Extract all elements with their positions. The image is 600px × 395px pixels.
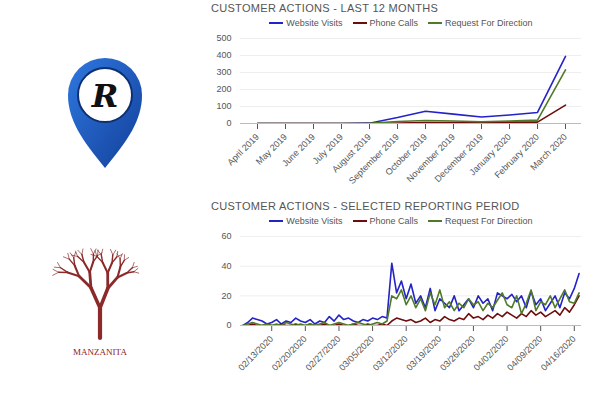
svg-text:02/27/2020: 02/27/2020	[303, 334, 342, 373]
svg-text:July 2019: July 2019	[310, 131, 345, 166]
html-text:Phone Calls: Phone Calls	[369, 216, 419, 226]
svg-text:MANZANITA: MANZANITA	[73, 347, 127, 357]
svg-text:December 2019: December 2019	[433, 132, 485, 184]
svg-text:March 2020: March 2020	[528, 132, 569, 173]
svg-text:September 2019: September 2019	[347, 132, 401, 186]
svg-text:02/13/2020: 02/13/2020	[236, 334, 275, 373]
svg-text:02/20/2020: 02/20/2020	[270, 334, 309, 373]
html-text:Website Visits: Website Visits	[286, 18, 343, 28]
svg-text:January 2020: January 2020	[467, 131, 513, 178]
html-text:CUSTOMER ACTIONS - SELECTED RE: CUSTOMER ACTIONS - SELECTED REPORTING PE…	[211, 200, 520, 212]
svg-text:03/05/2020: 03/05/2020	[337, 334, 376, 373]
html-text:Phone Calls: Phone Calls	[369, 18, 419, 28]
svg-text:0: 0	[226, 118, 231, 128]
svg-text:400: 400	[216, 50, 231, 60]
html-text:Request For Direction: Request For Direction	[445, 216, 533, 226]
svg-text:August 2019: August 2019	[330, 131, 373, 175]
svg-text:300: 300	[216, 67, 231, 77]
svg-text:04/09/2020: 04/09/2020	[505, 334, 544, 373]
svg-text:03/26/2020: 03/26/2020	[438, 334, 477, 373]
html-text:CUSTOMER ACTIONS - LAST 12 MON: CUSTOMER ACTIONS - LAST 12 MONTHS	[211, 2, 439, 14]
svg-text:20: 20	[221, 291, 231, 301]
svg-text:June 2019: June 2019	[280, 132, 317, 169]
svg-text:R: R	[91, 77, 119, 115]
svg-text:200: 200	[216, 84, 231, 94]
svg-text:40: 40	[221, 261, 231, 271]
html-text:Request For Direction: Request For Direction	[445, 18, 533, 28]
svg-text:February 2020: February 2020	[492, 132, 540, 180]
svg-text:May 2019: May 2019	[253, 131, 289, 167]
svg-text:04/16/2020: 04/16/2020	[539, 334, 578, 373]
html-text:Website Visits: Website Visits	[286, 216, 343, 226]
svg-text:60: 60	[221, 231, 231, 241]
svg-text:500: 500	[216, 33, 231, 43]
svg-text:October 2019: October 2019	[383, 131, 429, 178]
svg-text:03/12/2020: 03/12/2020	[371, 334, 410, 373]
svg-text:100: 100	[216, 101, 231, 111]
svg-text:April 2019: April 2019	[225, 131, 261, 168]
svg-text:0: 0	[226, 320, 231, 330]
svg-text:04/02/2020: 04/02/2020	[472, 334, 511, 373]
svg-text:November 2019: November 2019	[405, 132, 457, 184]
svg-text:03/19/2020: 03/19/2020	[404, 334, 443, 373]
